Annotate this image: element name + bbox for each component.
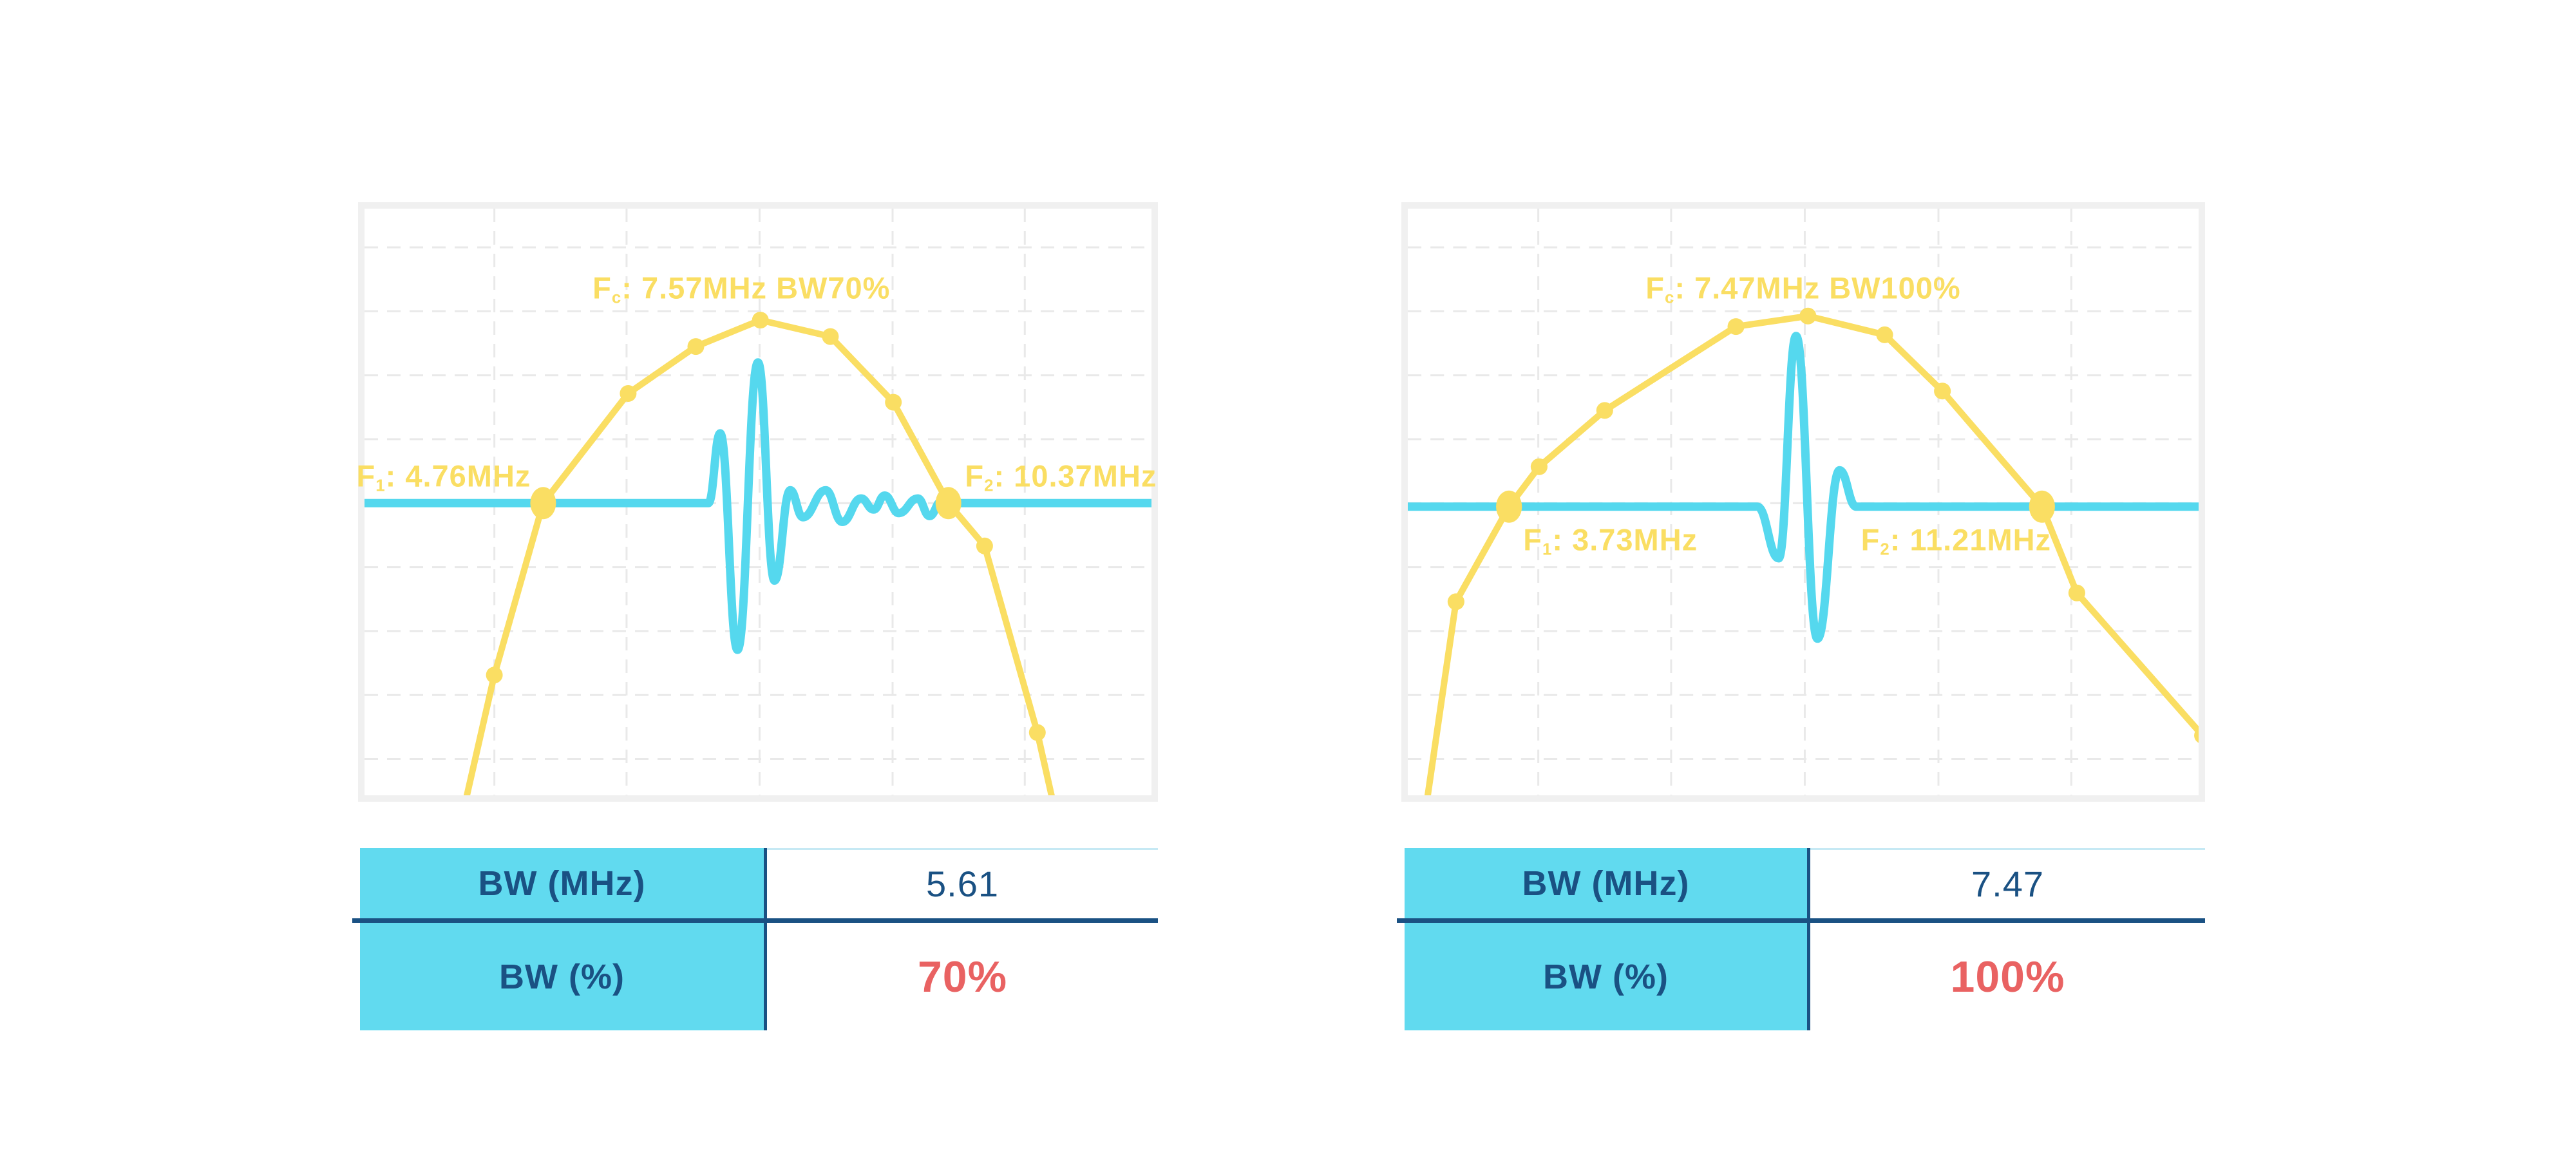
f2-label-base: F bbox=[965, 459, 985, 493]
fc-label-base: F bbox=[592, 270, 612, 305]
f2-label-sub: 2 bbox=[1880, 540, 1890, 559]
bw-percent-label: BW (%) bbox=[1543, 957, 1669, 996]
f1-label-value: : 4.76MHz bbox=[385, 459, 531, 493]
table-column-divider bbox=[764, 848, 767, 1030]
fc-annotation: Fc: 7.47MHz BW100% bbox=[1645, 270, 1961, 306]
fc-label-value: : 7.47MHz BW100% bbox=[1674, 270, 1961, 305]
spectrum-chart-bw70-panel: Fc: 7.57MHz BW70% F1: 4.76MHz F2: 10.37M… bbox=[356, 202, 1158, 802]
f1-label-base: F bbox=[1523, 522, 1542, 557]
bw-mhz-value: 7.47 bbox=[1971, 863, 2044, 904]
spectrum-chart-bw100-panel: Fc: 7.47MHz BW100% F1: 3.73MHz F2: 11.21… bbox=[1401, 202, 2205, 802]
spectrum-chart-bw100 bbox=[1408, 209, 2199, 795]
bw-mhz-value: 5.61 bbox=[926, 863, 999, 904]
table-column-divider bbox=[1807, 848, 1810, 1030]
f1-label-sub: 1 bbox=[375, 477, 386, 495]
bw-percent-value: 100% bbox=[1950, 952, 2065, 1001]
f1-label-base: F bbox=[356, 459, 376, 493]
table-top-rule bbox=[767, 848, 1158, 850]
table-label-column-background bbox=[1405, 848, 1807, 1030]
f2-annotation: F2: 10.37MHz bbox=[965, 459, 1157, 494]
f1-label-value: : 3.73MHz bbox=[1552, 522, 1698, 557]
table-row-divider bbox=[352, 918, 1158, 923]
table-top-rule bbox=[1810, 848, 2205, 850]
f2-label-value: : 10.37MHz bbox=[994, 459, 1157, 493]
f2-label-base: F bbox=[1861, 522, 1880, 557]
fc-label-sub: c bbox=[611, 288, 622, 307]
f1-label-sub: 1 bbox=[1542, 540, 1553, 559]
fc-label-sub: c bbox=[1664, 288, 1675, 307]
bw-percent-label: BW (%) bbox=[499, 957, 625, 996]
bw-percent-value: 70% bbox=[917, 952, 1008, 1001]
f1-annotation: F1: 4.76MHz bbox=[356, 459, 536, 494]
f2-annotation: F2: 11.21MHz bbox=[1861, 522, 2052, 558]
table-label-column-background bbox=[360, 848, 764, 1030]
spectrum-chart-bw70 bbox=[365, 209, 1151, 795]
bw-mhz-label: BW (MHz) bbox=[478, 864, 646, 903]
table-row-divider bbox=[1397, 918, 2205, 923]
bandwidth-table-left: BW (MHz) 5.61 BW (%) 70% bbox=[352, 848, 1158, 1030]
bandwidth-table-right: BW (MHz) 7.47 BW (%) 100% bbox=[1397, 848, 2205, 1030]
fc-label-base: F bbox=[1645, 270, 1665, 305]
f2-label-sub: 2 bbox=[984, 477, 994, 495]
f2-label-value: : 11.21MHz bbox=[1889, 522, 2052, 557]
f1-annotation: F1: 3.73MHz bbox=[1523, 522, 1698, 558]
fc-annotation: Fc: 7.57MHz BW70% bbox=[592, 270, 891, 306]
fc-label-value: : 7.57MHz BW70% bbox=[621, 270, 891, 305]
bw-mhz-label: BW (MHz) bbox=[1522, 864, 1690, 903]
